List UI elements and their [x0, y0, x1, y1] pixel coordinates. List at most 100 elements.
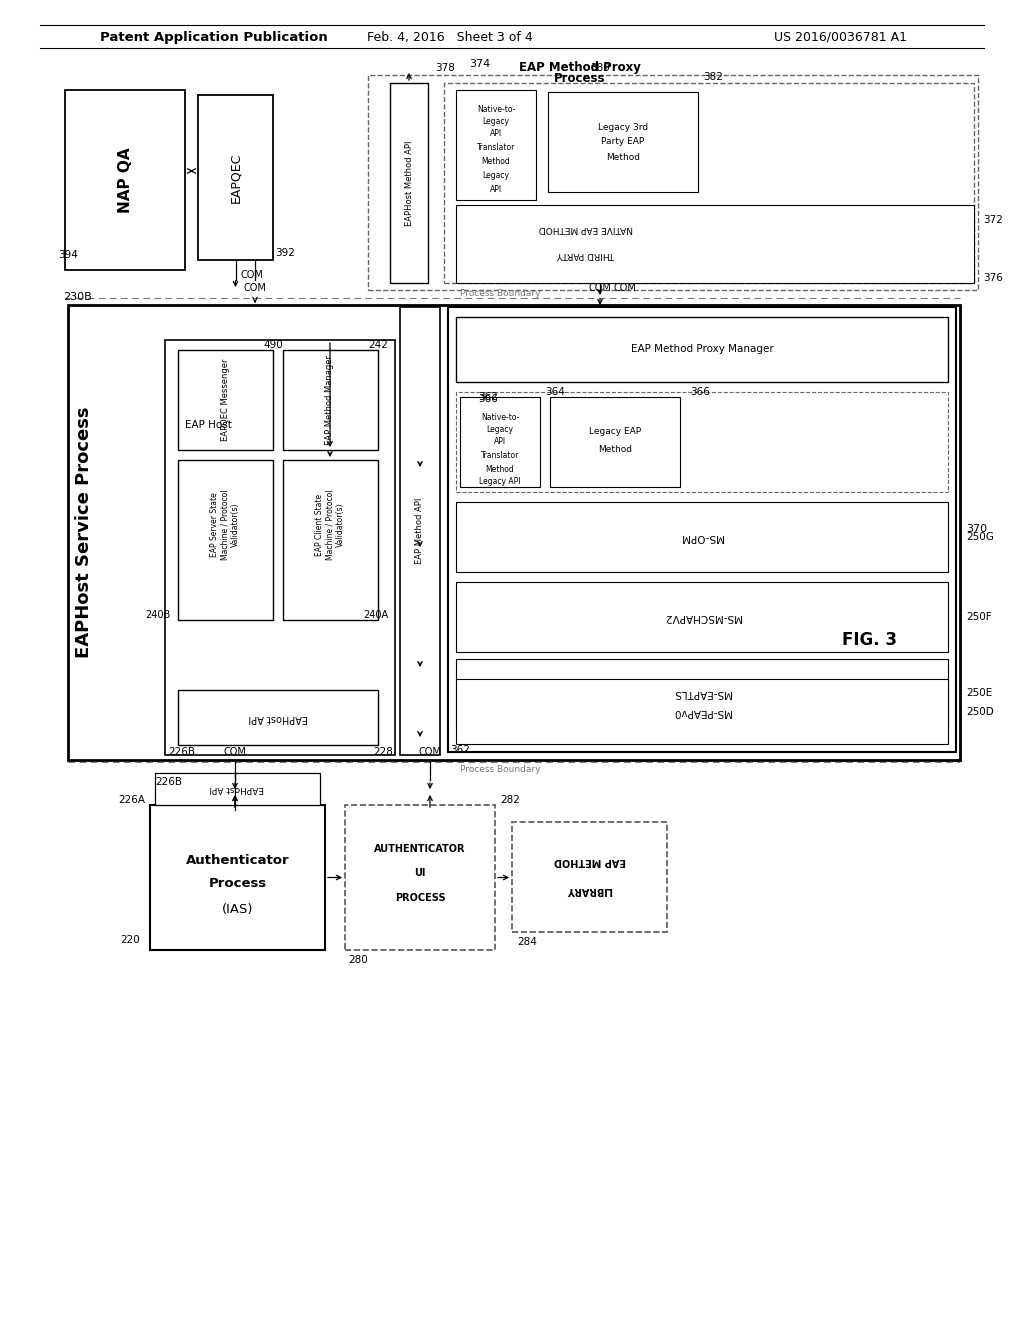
Text: API: API: [494, 437, 506, 446]
Text: 372: 372: [983, 215, 1002, 224]
Bar: [150, 805, 325, 950]
Text: Patent Application Publication: Patent Application Publication: [100, 30, 328, 44]
Text: AUTHENTICATOR: AUTHENTICATOR: [374, 843, 466, 854]
Text: EAP Method Proxy: EAP Method Proxy: [519, 62, 641, 74]
Text: EAP Server State
Machine / Protocol
Validator(s): EAP Server State Machine / Protocol Vali…: [210, 490, 240, 560]
Text: Feb. 4, 2016   Sheet 3 of 4: Feb. 4, 2016 Sheet 3 of 4: [368, 30, 532, 44]
Text: Legacy 3rd: Legacy 3rd: [598, 123, 648, 132]
Text: Legacy EAP: Legacy EAP: [589, 428, 641, 437]
Bar: [456, 205, 974, 282]
Text: Process: Process: [554, 73, 606, 86]
Text: 364: 364: [545, 387, 565, 397]
Text: 250D: 250D: [966, 708, 993, 717]
Bar: [456, 659, 948, 727]
Bar: [283, 350, 378, 450]
Text: Method: Method: [485, 465, 514, 474]
Text: 230B: 230B: [63, 292, 92, 302]
Text: 382: 382: [703, 73, 723, 82]
Text: 366: 366: [690, 387, 710, 397]
Text: 376: 376: [983, 273, 1002, 282]
Text: Legacy: Legacy: [486, 425, 513, 433]
Text: MS-PEAPv0: MS-PEAPv0: [673, 708, 731, 717]
Text: 282: 282: [500, 795, 520, 805]
Text: API: API: [489, 129, 502, 139]
Bar: [198, 95, 273, 260]
Bar: [456, 90, 536, 201]
Bar: [178, 690, 378, 744]
Text: COM: COM: [241, 271, 263, 280]
Bar: [456, 392, 948, 492]
Bar: [456, 502, 948, 572]
Text: Authenticator: Authenticator: [185, 854, 290, 867]
Text: EAP METHOD: EAP METHOD: [554, 855, 626, 866]
Text: Process Boundary: Process Boundary: [460, 289, 541, 297]
Text: MS-MSCHAPV2: MS-MSCHAPV2: [664, 612, 740, 622]
Text: 226B: 226B: [168, 747, 195, 756]
Text: COM: COM: [419, 747, 441, 756]
Text: EAPHost API: EAPHost API: [248, 713, 308, 723]
Text: COM: COM: [589, 282, 611, 293]
Text: EAP Method API: EAP Method API: [416, 498, 425, 564]
Text: 250E: 250E: [966, 688, 992, 698]
Text: 242: 242: [368, 341, 388, 350]
Bar: [65, 90, 185, 271]
Text: PROCESS: PROCESS: [394, 892, 445, 903]
Text: 226A: 226A: [118, 795, 145, 805]
Text: Translator: Translator: [481, 450, 519, 459]
Text: COM: COM: [614, 282, 637, 293]
Bar: [550, 397, 680, 487]
Bar: [400, 308, 440, 755]
Text: 250G: 250G: [966, 532, 994, 543]
Bar: [68, 305, 961, 760]
Bar: [444, 83, 974, 282]
Bar: [178, 459, 273, 620]
Text: 250F: 250F: [966, 612, 991, 622]
Text: 240A: 240A: [362, 610, 388, 620]
Text: 378: 378: [435, 63, 455, 73]
Text: THIRD PARTY: THIRD PARTY: [557, 251, 615, 260]
Text: 374: 374: [469, 59, 490, 69]
Text: Method: Method: [606, 153, 640, 161]
Bar: [178, 350, 273, 450]
Text: 366: 366: [478, 393, 498, 404]
Text: 370: 370: [966, 524, 987, 535]
Text: 392: 392: [275, 248, 295, 257]
Bar: [456, 582, 948, 652]
Text: 380: 380: [590, 63, 610, 73]
Text: Translator: Translator: [477, 144, 515, 153]
Bar: [390, 83, 428, 282]
Text: MS-OPM: MS-OPM: [681, 532, 723, 543]
Bar: [548, 92, 698, 191]
Bar: [165, 341, 395, 755]
Text: Legacy API: Legacy API: [479, 478, 521, 487]
Text: COM: COM: [244, 282, 266, 293]
Text: EAPHost Method API: EAPHost Method API: [404, 140, 414, 226]
Text: EAP Client State
Machine / Protocol
Validator(s): EAP Client State Machine / Protocol Vali…: [315, 490, 345, 560]
Text: 284: 284: [517, 937, 537, 946]
Bar: [345, 805, 495, 950]
Text: 394: 394: [58, 249, 78, 260]
Text: Native-to-: Native-to-: [481, 412, 519, 421]
Bar: [155, 774, 319, 805]
Text: EAPQEC Messenger: EAPQEC Messenger: [220, 359, 229, 441]
Text: COM: COM: [223, 747, 247, 756]
Text: Legacy: Legacy: [482, 117, 510, 127]
Text: EAP Host: EAP Host: [185, 420, 231, 430]
Text: Party EAP: Party EAP: [601, 137, 645, 147]
Bar: [456, 678, 948, 744]
Bar: [460, 397, 540, 487]
Text: 280: 280: [348, 954, 368, 965]
Text: 228: 228: [373, 747, 393, 756]
Text: EAPHost Service Process: EAPHost Service Process: [75, 407, 93, 659]
Text: FIG. 3: FIG. 3: [843, 631, 897, 649]
Text: Native-to-: Native-to-: [477, 106, 515, 115]
Bar: [368, 75, 978, 290]
Text: Process Boundary: Process Boundary: [460, 766, 541, 775]
Bar: [449, 308, 956, 752]
Text: EAP Method Proxy Manager: EAP Method Proxy Manager: [631, 345, 773, 354]
Text: (IAS): (IAS): [222, 903, 253, 916]
Text: EAP Method Manager: EAP Method Manager: [326, 355, 335, 445]
Text: EAPQEC: EAPQEC: [229, 152, 242, 203]
Bar: [456, 317, 948, 381]
Text: 226B: 226B: [155, 777, 182, 787]
